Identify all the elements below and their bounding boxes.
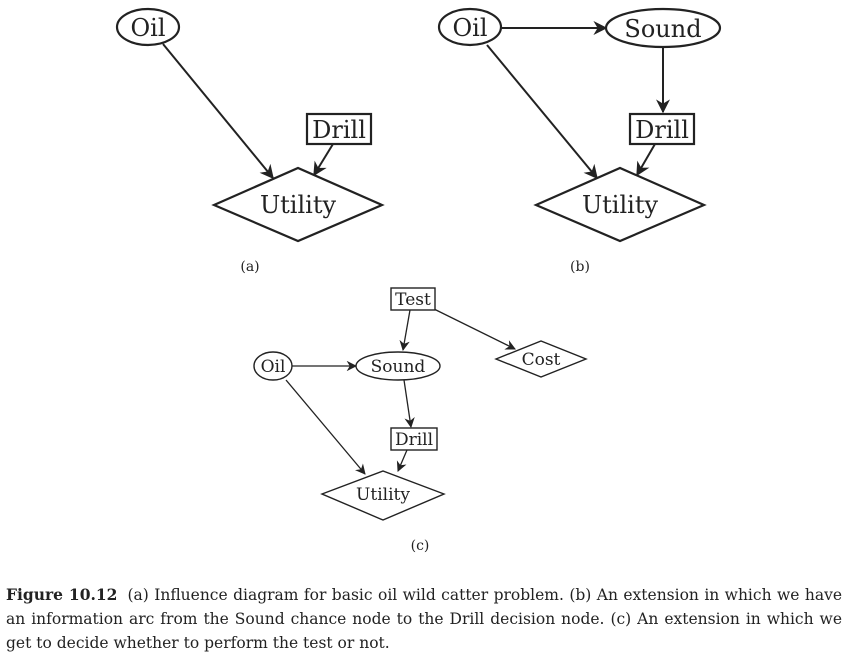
oil-chance-node — [437, 7, 503, 47]
edge-oil-utility — [285, 379, 366, 475]
edge-sound-drill — [403, 379, 415, 429]
drill-node-label: Drill — [312, 116, 366, 144]
utility-node — [533, 166, 707, 243]
panel-b-label: (b) — [570, 259, 590, 275]
cost-node — [494, 340, 588, 378]
test-decision-node — [390, 287, 436, 311]
edge-drill-utility — [313, 143, 334, 177]
edge-drill-utility — [636, 143, 656, 177]
sound-node-label: Sound — [371, 357, 426, 377]
edge-oil-utility — [162, 43, 274, 180]
drill-decision-node — [628, 112, 696, 146]
oil-chance-node — [115, 7, 181, 47]
panel-b: Oil Sound Drill Utility (b) — [437, 7, 722, 275]
sound-node-label: Sound — [624, 15, 701, 43]
oil-node-label: Oil — [452, 14, 487, 42]
utility-node — [211, 166, 385, 243]
figure-number: Figure 10.12 — [6, 585, 118, 604]
caption-text: (a) Influence diagram for basic oil wild… — [6, 586, 842, 652]
cost-node-label: Cost — [522, 350, 561, 370]
edge-test-cost — [433, 308, 516, 350]
influence-diagram-figure: Oil Drill Utility (a) Oil Sound Drill Ut… — [115, 7, 722, 554]
figure-caption: Figure 10.12 (a) Influence diagram for ba… — [6, 583, 842, 655]
panel-a: Oil Drill Utility (a) — [115, 7, 385, 275]
edge-drill-utility — [396, 449, 408, 472]
edge-test-sound — [399, 309, 411, 352]
oil-node-label: Oil — [261, 357, 286, 377]
sound-chance-node — [355, 351, 441, 381]
edge-oil-utility — [486, 44, 598, 180]
drill-decision-node — [390, 427, 438, 451]
panel-c-label: (c) — [411, 538, 430, 554]
drill-decision-node — [305, 112, 373, 146]
utility-node — [320, 470, 446, 521]
drill-node-label: Drill — [635, 116, 689, 144]
panel-c: Test Oil Sound Cost Drill Utility (c) — [253, 287, 588, 554]
panel-a-label: (a) — [240, 259, 259, 275]
utility-node-label: Utility — [582, 191, 659, 219]
utility-node-label: Utility — [356, 485, 410, 505]
drill-node-label: Drill — [395, 430, 433, 450]
utility-node-label: Utility — [260, 191, 337, 219]
sound-chance-node — [604, 7, 722, 49]
test-node-label: Test — [395, 290, 431, 310]
oil-chance-node — [253, 351, 293, 381]
oil-node-label: Oil — [130, 14, 165, 42]
